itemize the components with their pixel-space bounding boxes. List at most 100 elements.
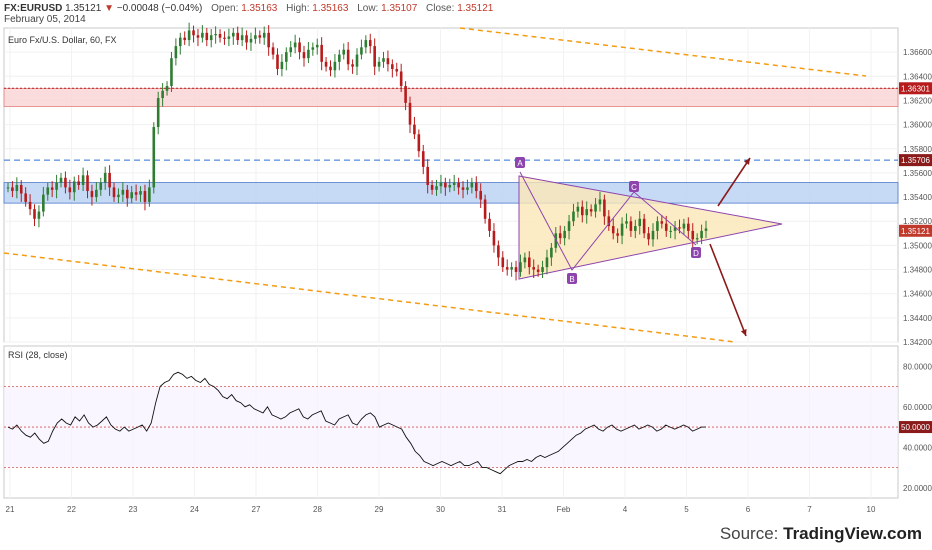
candle-body (377, 61, 381, 67)
down-triangle-icon: ▼ (104, 3, 114, 14)
candle-body (64, 177, 67, 188)
candle-body (404, 85, 407, 103)
candle-body (527, 257, 531, 268)
candle-body (55, 182, 58, 190)
pattern-point-label: A (517, 159, 523, 168)
candle-body (333, 61, 337, 71)
candle-body (492, 230, 496, 246)
candle-body (656, 221, 659, 231)
candle-body (187, 30, 191, 41)
candle-body (563, 230, 566, 239)
price-tick-label: 1.34600 (903, 290, 932, 299)
candle-body (170, 58, 173, 86)
candle-body (262, 32, 266, 38)
rsi-tick-label: 80.0000 (903, 362, 932, 371)
pattern-point-marker (691, 247, 701, 258)
candle-body (201, 32, 204, 38)
candle-body (59, 177, 63, 183)
pattern-point-marker (567, 273, 577, 284)
channel-lower-line (3, 252, 736, 343)
candle-body (488, 218, 491, 231)
main-panel-title: Euro Fx/U.S. Dollar, 60, FX (8, 35, 117, 45)
candle-body (223, 37, 226, 39)
source-brand: TradingView.com (783, 524, 922, 543)
candle-body (700, 230, 703, 239)
candle-body (532, 267, 536, 270)
resistance-zone (3, 87, 899, 107)
candle-body (691, 230, 695, 240)
candle-body (541, 267, 544, 272)
time-tick-label: 27 (252, 505, 261, 514)
low-value: 1.35107 (381, 3, 418, 14)
bullish-arrow-head (743, 158, 750, 165)
candle-body (24, 193, 27, 202)
source-credit: Source: TradingView.com (720, 524, 922, 544)
candle-body (134, 192, 138, 195)
candle-body (687, 223, 690, 231)
rsi-series-line (7, 371, 706, 475)
price-tick-label: 1.35000 (903, 241, 932, 250)
candle-body (421, 151, 425, 167)
rsi-tick-label: 40.0000 (903, 443, 932, 452)
candle-body (572, 211, 575, 222)
candle-body (589, 209, 593, 212)
candle-body (236, 32, 240, 41)
candle-body (439, 182, 443, 187)
candle-body (470, 182, 474, 188)
candle-body (651, 230, 655, 240)
candle-body (267, 32, 270, 48)
candle-body (15, 185, 19, 192)
candle-body (289, 47, 293, 53)
bearish-arrow-head (740, 329, 747, 336)
candle-body (232, 32, 235, 37)
candle-body (50, 187, 54, 190)
candle-body (616, 233, 619, 236)
candle-body (625, 221, 628, 224)
candle-body (342, 49, 346, 55)
candle-body (245, 35, 248, 43)
candle-body (382, 58, 385, 62)
time-tick-label: 22 (67, 505, 76, 514)
candle-body (192, 30, 195, 36)
candle-body (42, 194, 45, 212)
candle-body (678, 227, 681, 229)
open-value: 1.35163 (241, 3, 278, 14)
price-tick-label: 1.36600 (903, 48, 932, 57)
candle-body (642, 218, 646, 234)
candle-body (483, 199, 487, 219)
pattern-point-marker (515, 157, 525, 168)
rsi-tick-label: 60.0000 (903, 403, 932, 412)
level-label-box (899, 154, 932, 167)
close-value: 1.35121 (457, 3, 494, 14)
price-tick-label: 1.34200 (903, 338, 932, 347)
candle-body (501, 257, 505, 268)
price-tick-label: 1.36200 (903, 96, 932, 105)
low-label: Low: (357, 3, 379, 14)
candle-body (629, 221, 633, 231)
candle-body (254, 35, 257, 39)
candle-body (320, 44, 323, 62)
candle-body (307, 49, 310, 59)
header-date: February 05, 2014 (4, 14, 86, 25)
candle-body (112, 187, 116, 198)
candle-body (298, 42, 301, 53)
level-label-box (899, 82, 932, 95)
abcd-pattern-line (519, 171, 697, 271)
candle-body (77, 181, 80, 185)
time-tick-label: 4 (623, 505, 628, 514)
level-label-text: 1.35706 (901, 156, 930, 165)
candle-body (673, 227, 677, 231)
candle-body (324, 61, 328, 67)
candle-body (183, 37, 187, 41)
candle-body (143, 191, 147, 202)
candle-body (139, 191, 142, 195)
price-change: −0.00048 (−0.04%) (116, 3, 203, 14)
candle-body (695, 238, 699, 240)
candle-body (130, 192, 133, 199)
symbol-name: FX:EURUSD (4, 3, 63, 14)
candle-body (682, 223, 686, 229)
candle-body (664, 223, 668, 231)
candle-body (660, 221, 664, 224)
candle-body (68, 187, 72, 193)
